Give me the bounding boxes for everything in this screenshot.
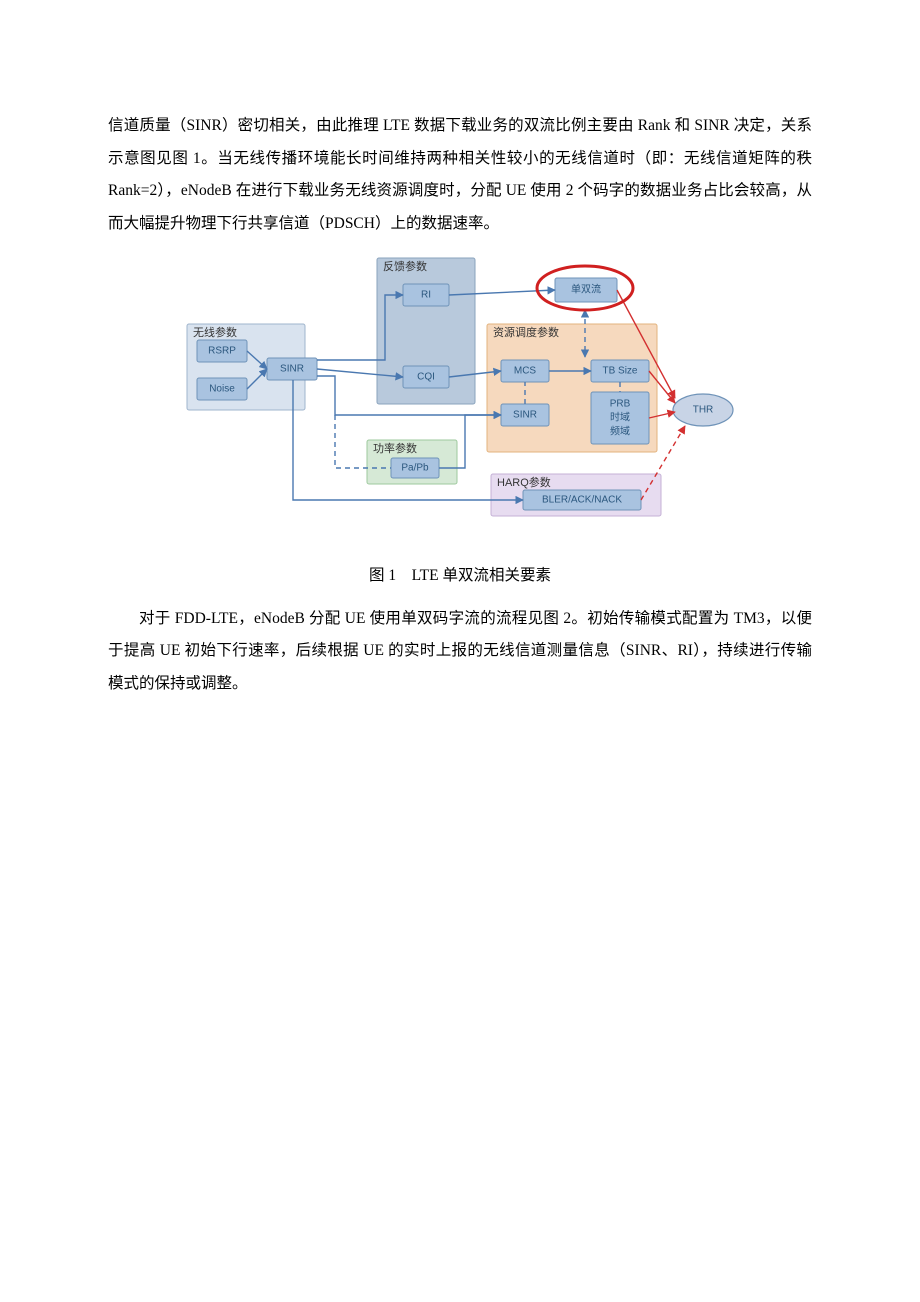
svg-text:BLER/ACK/NACK: BLER/ACK/NACK — [542, 495, 622, 506]
svg-text:单双流: 单双流 — [571, 283, 601, 296]
svg-text:功率参数: 功率参数 — [373, 441, 417, 455]
svg-text:SINR: SINR — [280, 364, 304, 375]
svg-text:时域: 时域 — [610, 411, 630, 424]
paragraph-1: 信道质量（SINR）密切相关，由此推理 LTE 数据下载业务的双流比例主要由 R… — [108, 110, 812, 240]
diagram-figure-1: 无线参数 反馈参数功率参数 资源调度参数 HARQ参数 RSRP Noise SINR RI C… — [175, 248, 745, 548]
svg-text:无线参数: 无线参数 — [193, 325, 237, 339]
page: 信道质量（SINR）密切相关，由此推理 LTE 数据下载业务的双流比例主要由 R… — [0, 0, 920, 764]
svg-text:TB Size: TB Size — [602, 366, 637, 377]
svg-text:CQI: CQI — [417, 372, 435, 383]
svg-text:频域: 频域 — [610, 425, 630, 438]
svg-text:RI: RI — [421, 290, 431, 301]
svg-text:反馈参数: 反馈参数 — [383, 259, 427, 273]
svg-text:MCS: MCS — [514, 366, 537, 377]
paragraph-2: 对于 FDD-LTE，eNodeB 分配 UE 使用单双码字流的流程见图 2。初… — [108, 603, 812, 701]
figure-1-caption: 图 1 LTE 单双流相关要素 — [108, 560, 812, 593]
svg-text:RSRP: RSRP — [208, 346, 236, 357]
svg-text:Noise: Noise — [209, 384, 235, 395]
svg-text:PRB: PRB — [610, 399, 631, 410]
svg-text:HARQ参数: HARQ参数 — [497, 475, 551, 489]
svg-text:Pa/Pb: Pa/Pb — [401, 463, 429, 474]
svg-text:资源调度参数: 资源调度参数 — [493, 325, 559, 339]
svg-text:THR: THR — [693, 405, 714, 416]
svg-text:SINR: SINR — [513, 410, 537, 421]
